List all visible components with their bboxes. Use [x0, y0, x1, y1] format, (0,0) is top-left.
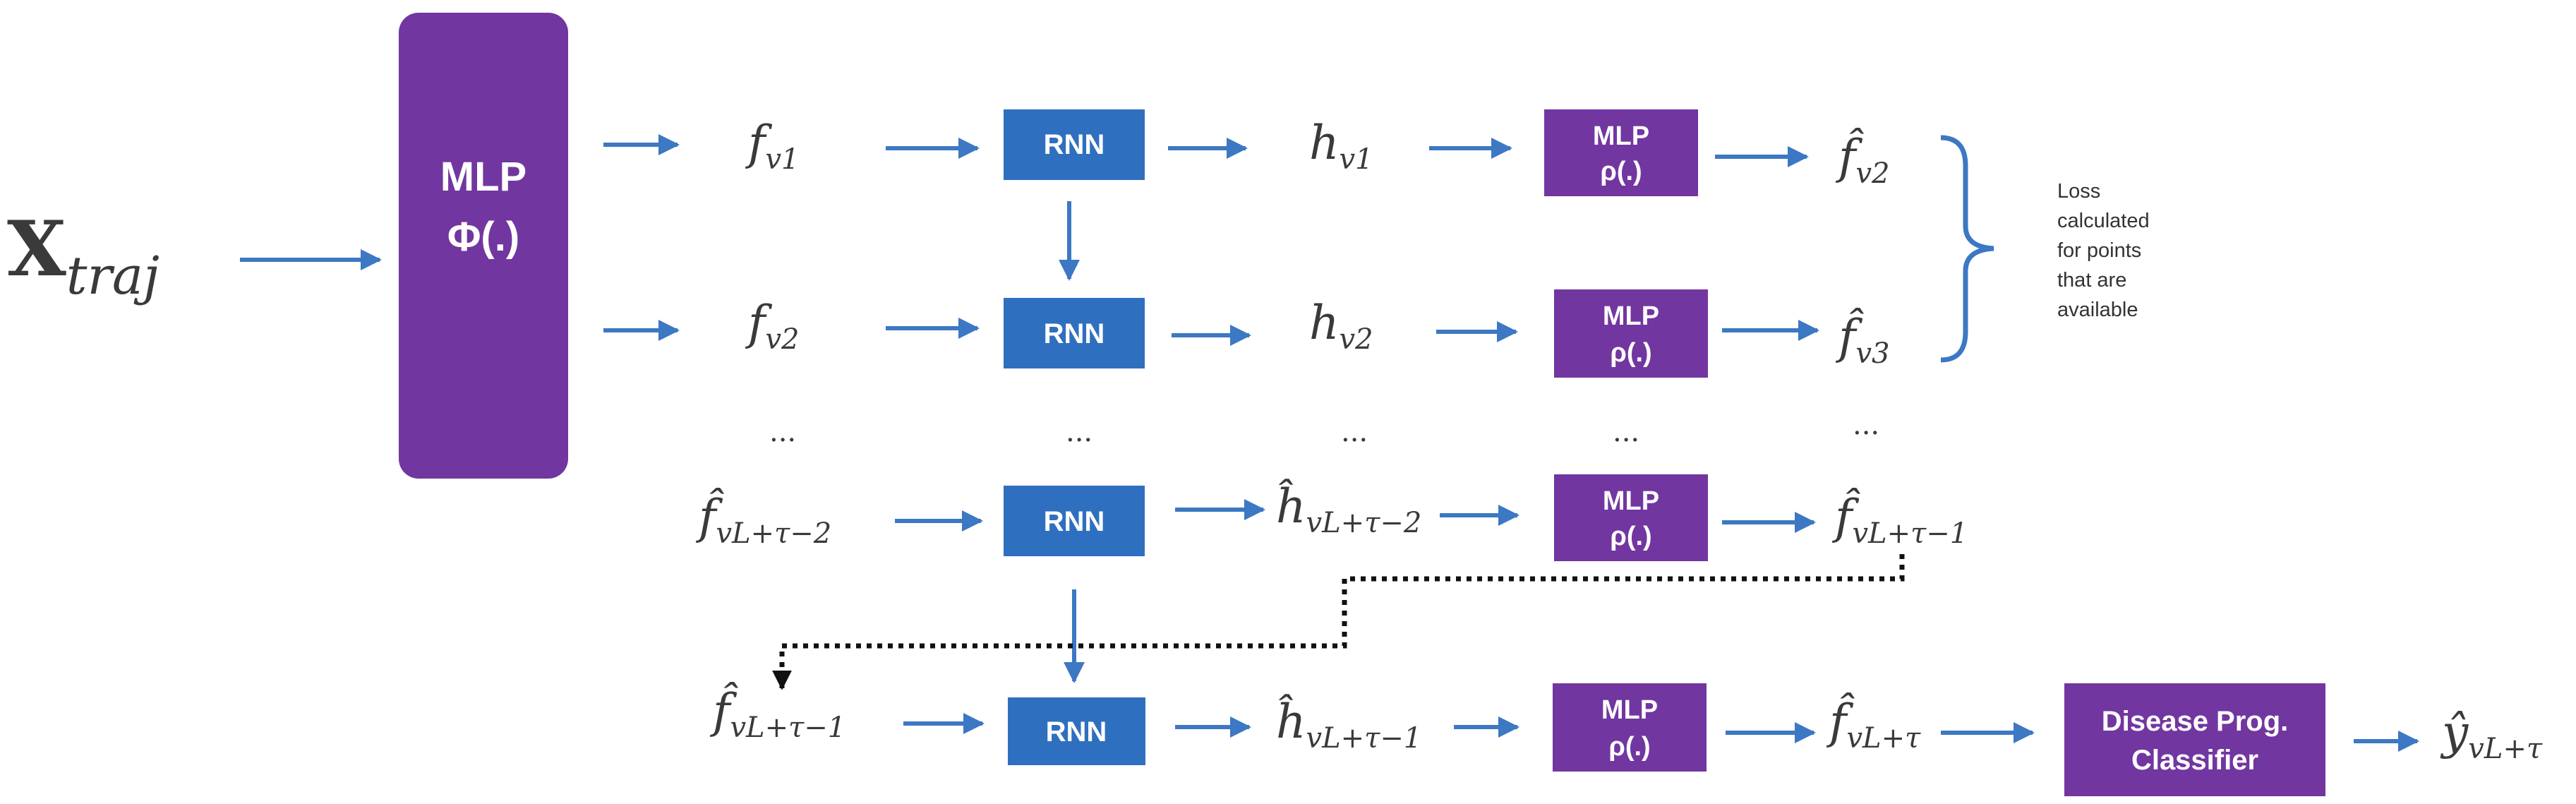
row4-mlp-label: MLP: [1601, 695, 1658, 725]
row2-mlp-rho-box: [1554, 289, 1708, 378]
input-subscript: traj: [66, 246, 160, 306]
row4-fhat-output: f̂vL+τ: [1826, 693, 1921, 755]
row3-rnn-label: RNN: [1044, 506, 1105, 537]
output-yhat: ŷvL+τ: [2440, 705, 2543, 765]
feedback-dotted-connector: [772, 554, 1905, 690]
classifier-box: [2064, 683, 2325, 796]
row1-mlp-label: MLP: [1593, 121, 1649, 151]
input-label: Xtraj: [7, 205, 160, 306]
row1-rho-label: ρ(.): [1600, 157, 1642, 186]
loss-note-line4: that are: [2057, 269, 2126, 292]
row3-mlp-label: MLP: [1603, 486, 1659, 516]
input-symbol: X: [7, 205, 66, 294]
row2-fhat: f̂v3: [1835, 308, 1889, 370]
row4-rnn-label: RNN: [1046, 716, 1107, 748]
ellipsis-f: ...: [769, 416, 796, 448]
row3-h: ĥvL+τ−2: [1276, 479, 1421, 539]
classifier-label-line2: Classifier: [2131, 745, 2258, 776]
loss-note-line1: Loss: [2057, 180, 2100, 203]
row1-rnn-box: [1004, 109, 1145, 180]
row1-h: hv1: [1309, 116, 1373, 176]
row2-rho-label: ρ(.): [1610, 338, 1651, 368]
flow-arrows: [240, 134, 2419, 752]
row3-fhat-input: f̂vL+τ−2: [695, 488, 831, 550]
row1-mlp-rho-box: [1544, 109, 1698, 196]
row4-mlp-rho-box: [1553, 683, 1707, 772]
row3-rnn-box: [1004, 486, 1145, 556]
classifier-label-line1: Disease Prog.: [2102, 706, 2289, 737]
row4-rho-label: ρ(.): [1608, 732, 1650, 762]
row1-fhat: f̂v2: [1835, 128, 1889, 190]
ellipsis-fhat: ...: [1853, 409, 1879, 441]
loss-note-line3: for points: [2057, 239, 2141, 262]
loss-brace: [1940, 135, 1994, 363]
loss-note-line5: available: [2057, 299, 2138, 321]
ellipsis-h: ...: [1341, 416, 1368, 448]
loss-note-line2: calculated: [2057, 210, 2150, 232]
encoder-phi-label: Φ(.): [447, 214, 519, 260]
ellipsis-rnn: ...: [1066, 416, 1093, 448]
row3-mlp-rho-box: [1554, 474, 1708, 561]
row1-rnn-label: RNN: [1044, 129, 1105, 160]
encoder-mlp-box: [399, 13, 568, 479]
row1-f: fv1: [745, 116, 799, 176]
row2-mlp-label: MLP: [1603, 301, 1659, 331]
row2-rnn-label: RNN: [1044, 318, 1105, 349]
row2-h: hv2: [1309, 296, 1373, 356]
row4-fhat-input: f̂vL+τ−1: [709, 683, 845, 744]
row4-h: ĥvL+τ−1: [1276, 695, 1421, 755]
row3-fhat-output: f̂vL+τ−1: [1831, 488, 1968, 550]
row4-rnn-box: [1008, 697, 1145, 765]
ellipsis-mlp: ...: [1613, 416, 1639, 448]
encoder-mlp-label: MLP: [440, 154, 526, 200]
row3-rho-label: ρ(.): [1610, 522, 1651, 551]
row2-f: fv2: [745, 296, 799, 356]
row2-rnn-box: [1004, 298, 1145, 368]
